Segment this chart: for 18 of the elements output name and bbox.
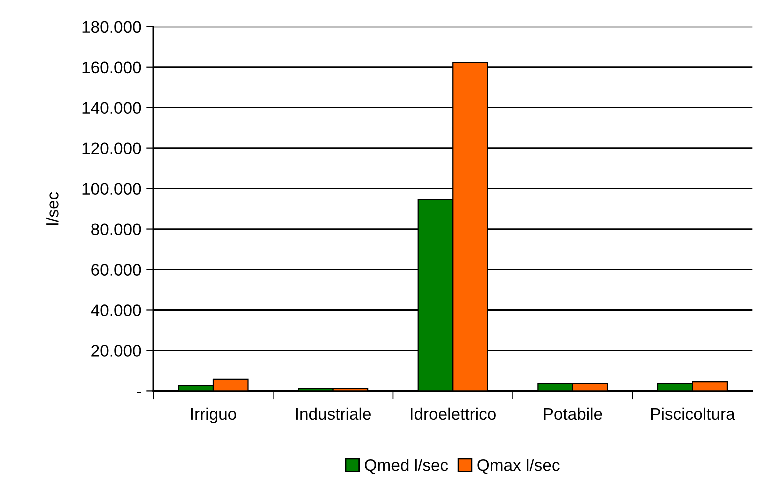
legend-label: Qmed l/sec	[365, 459, 448, 474]
y-tick-label: 100.000	[82, 183, 142, 196]
x-tick-label: Potabile	[544, 408, 602, 420]
y-tick-label: 80.000	[92, 224, 142, 236]
y-tick-label: 180.000	[82, 21, 142, 34]
y-tick-label: 160.000	[82, 62, 142, 74]
y-tick-label: 20.000	[92, 345, 142, 357]
y-axis-title: l/sec	[46, 192, 59, 226]
x-tick-label: Industriale	[296, 408, 372, 420]
y-tick-label: 40.000	[91, 304, 142, 316]
y-tick-label: 140.000	[82, 102, 142, 114]
legend-label: Qmax l/sec	[478, 459, 560, 474]
y-tick-label: 120.000	[82, 142, 142, 155]
y-tick-label: -	[136, 392, 142, 394]
x-tick-label: Piscicoltura	[652, 408, 736, 420]
x-tick-label: Idroelettrico	[411, 408, 496, 420]
y-tick-label: 60.000	[92, 264, 142, 276]
x-tick-label: Irriguo	[191, 408, 236, 424]
